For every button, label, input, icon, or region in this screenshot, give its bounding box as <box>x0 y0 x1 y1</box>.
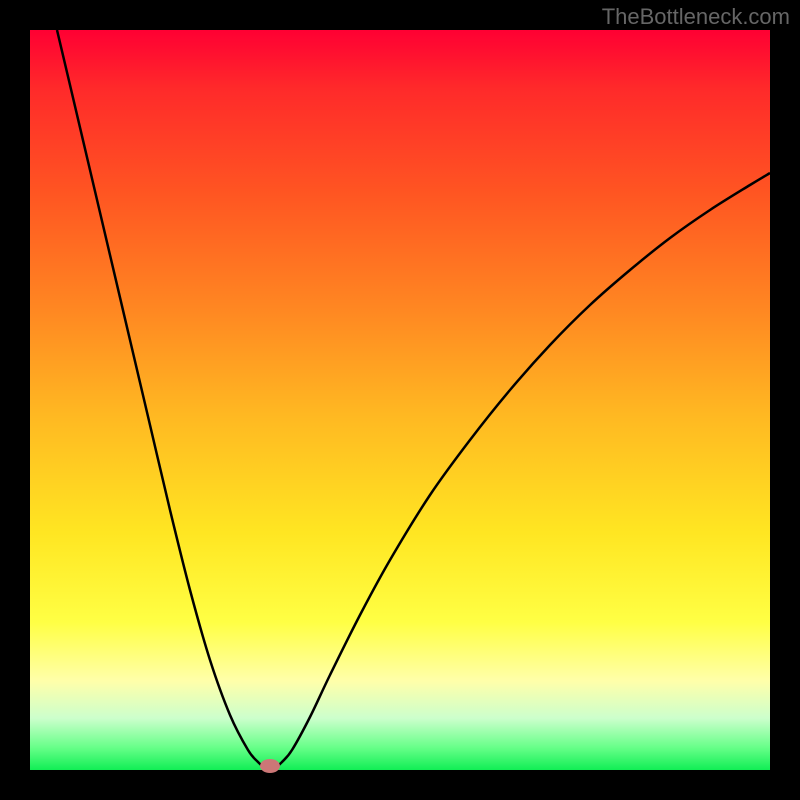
curve-svg <box>30 30 770 770</box>
plot-area <box>30 30 770 770</box>
bottleneck-curve <box>57 30 770 770</box>
optimum-marker <box>260 759 280 773</box>
watermark-text: TheBottleneck.com <box>602 4 790 30</box>
